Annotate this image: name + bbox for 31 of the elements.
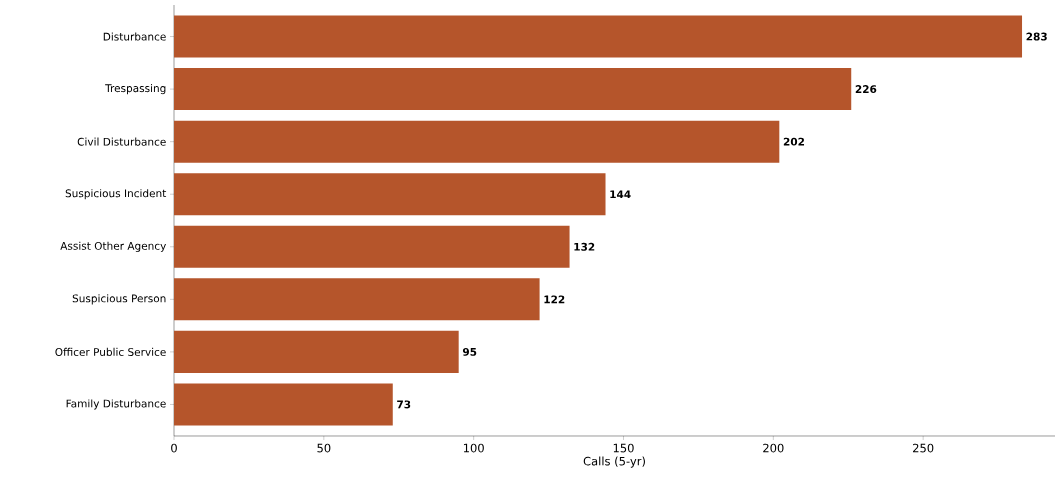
x-axis-title: Calls (5-yr) bbox=[583, 456, 645, 468]
bar bbox=[174, 278, 540, 321]
y-tick-label: Civil Disturbance bbox=[77, 137, 166, 146]
x-tick-label: 0 bbox=[171, 443, 177, 453]
y-tick-label: Suspicious Incident bbox=[65, 189, 167, 200]
bar bbox=[174, 68, 852, 111]
y-tick-label: Assist Other Agency bbox=[60, 241, 166, 252]
bar bbox=[174, 15, 1023, 58]
bar bbox=[174, 225, 570, 268]
y-tick-label: Family Disturbance bbox=[66, 399, 166, 410]
data-label: 132 bbox=[574, 242, 595, 251]
data-label: 283 bbox=[1026, 32, 1047, 41]
x-tick-label: 100 bbox=[463, 443, 484, 453]
bar bbox=[174, 330, 459, 373]
data-label: 122 bbox=[544, 295, 565, 304]
data-label: 95 bbox=[462, 347, 477, 356]
data-label: 73 bbox=[397, 400, 411, 409]
bar bbox=[174, 173, 606, 216]
data-label: 144 bbox=[610, 190, 631, 199]
y-tick-label: Disturbance bbox=[103, 32, 166, 41]
data-label: 202 bbox=[783, 137, 805, 146]
bar bbox=[174, 120, 780, 163]
x-tick-label: 200 bbox=[763, 443, 784, 453]
x-tick-label: 150 bbox=[613, 443, 634, 453]
y-tick-label: Suspicious Person bbox=[72, 294, 166, 305]
x-tick-label: 50 bbox=[317, 443, 331, 453]
data-label: 226 bbox=[855, 85, 877, 94]
bar bbox=[174, 383, 393, 426]
x-tick-label: 250 bbox=[913, 443, 934, 453]
y-tick-label: Trespassing bbox=[105, 84, 166, 95]
y-tick-label: Officer Public Service bbox=[55, 347, 166, 356]
